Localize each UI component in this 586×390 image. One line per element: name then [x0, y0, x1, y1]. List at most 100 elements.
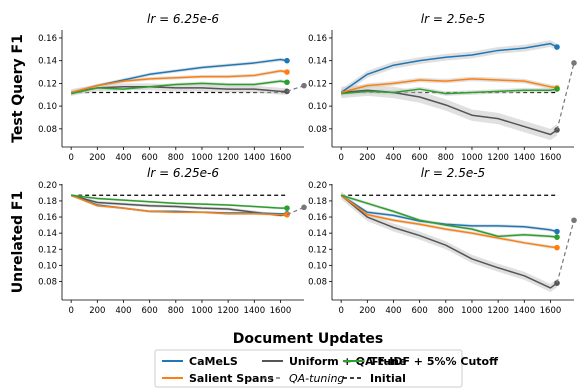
point-salient-spans-end [554, 244, 560, 251]
x-tick-label: 0 [68, 153, 73, 163]
legend-label-tfidf: TF-IDF + 5%% Cutoff [370, 355, 498, 368]
x-tick-label: 200 [359, 306, 375, 316]
y-tick-label: 0.08 [38, 125, 57, 135]
band-salient-spans [341, 193, 557, 250]
x-tick-label: 0 [68, 306, 73, 316]
band-tf-idf-5-cutoff [71, 79, 287, 96]
y-tick-label: 0.08 [38, 277, 57, 287]
band-uniform-qa-tune [71, 193, 287, 218]
y-tick-label: 0.10 [38, 261, 57, 271]
point-qa-tuning [571, 60, 577, 66]
y-tick-label: 0.18 [308, 197, 327, 207]
x-tick-label: 1200 [487, 153, 509, 163]
y-tick-label: 0.10 [308, 261, 327, 271]
y-tick-label: 0.14 [38, 229, 57, 239]
x-tick-label: 1600 [270, 153, 292, 163]
y-tick-label: 0.20 [38, 181, 57, 191]
x-tick-label: 600 [142, 153, 158, 163]
line-salient-spans [340, 194, 558, 249]
x-tick-label: 400 [385, 153, 401, 163]
line-salient-spans [70, 70, 288, 94]
point-camels-end [554, 228, 560, 235]
line-qa-tuning [556, 220, 575, 284]
y-tick-label: 0.16 [38, 213, 57, 223]
y-tick-label: 0.20 [308, 181, 327, 191]
line-tf-idf-5-cutoff [340, 194, 558, 238]
x-tick-label: 600 [412, 306, 428, 316]
line-qa-tuning [286, 85, 305, 92]
point-tf-idf-5-cutoff-end [554, 234, 560, 240]
x-tick-label: 0 [338, 153, 343, 163]
chart-panel-2: lr = 2.5e-5 0.08 0.10 0.12 0.14 0.16 0 200 400 60… [308, 12, 577, 163]
point-qa-tuning [571, 217, 577, 224]
x-tick-label: 200 [359, 153, 375, 163]
line-salient-spans [340, 78, 558, 94]
x-tick-label: 600 [412, 153, 428, 163]
x-tick-label: 1000 [191, 153, 213, 163]
legend: CaMeLS Uniform + QA-tune TF-IDF + 5%% Cu… [154, 349, 498, 388]
x-tick-label: 1400 [513, 153, 535, 163]
line-uniform-qa-tune [71, 86, 287, 94]
x-tick-label: 1000 [461, 153, 483, 163]
y-tick-label: 0.08 [308, 125, 327, 135]
x-tick-label: 1000 [461, 306, 483, 316]
y-tick-label: 0.12 [38, 245, 57, 255]
chart-title: lr = 2.5e-5 [421, 12, 485, 26]
band-uniform-qa-tune [341, 191, 557, 292]
point-qa-tuning [301, 204, 307, 211]
x-tick-label: 1400 [243, 306, 265, 316]
x-tick-label: 1600 [270, 306, 292, 316]
x-tick-label: 1000 [191, 306, 213, 316]
y-axis-label: Unrelated F1 [10, 191, 26, 293]
legend-frame [154, 349, 463, 388]
y-tick-label: 0.10 [38, 102, 57, 112]
y-tick-label: 0.12 [308, 245, 327, 255]
x-tick-label: 1600 [540, 153, 562, 163]
x-tick-label: 600 [142, 306, 158, 316]
x-tick-label: 800 [438, 306, 454, 316]
y-tick-label: 0.12 [308, 79, 327, 89]
line-qa-tuning [556, 62, 575, 131]
y-tick-label: 0.16 [308, 34, 327, 44]
line-qa-tuning [286, 206, 305, 216]
legend-label-initial: Initial [370, 372, 406, 385]
y-tick-label: 0.18 [38, 197, 57, 207]
y-tick-label: 0.14 [308, 57, 327, 67]
band-salient-spans [341, 76, 557, 95]
x-tick-label: 0 [338, 306, 343, 316]
point-tf-idf-5-cutoff-end [554, 86, 560, 92]
x-tick-label: 1400 [513, 306, 535, 316]
y-tick-label: 0.14 [38, 57, 57, 67]
chart-panel-4: lr = 2.5e-5 0.08 0.10 0.12 0.14 0.16 0.18 0.20 0… [308, 166, 577, 316]
chart-title: lr = 2.5e-5 [421, 166, 485, 180]
y-tick-label: 0.16 [308, 213, 327, 223]
point-tf-idf-5-cutoff-end [284, 79, 290, 86]
x-tick-label: 400 [385, 306, 401, 316]
x-tick-label: 1200 [217, 306, 239, 316]
point-uniform-qa-tune-end [554, 280, 560, 286]
y-tick-label: 0.10 [308, 102, 327, 112]
y-axis-label: Test Query F1 [10, 34, 26, 143]
x-tick-label: 800 [168, 153, 184, 163]
y-tick-label: 0.12 [38, 79, 57, 89]
x-axis-label: Document Updates [233, 331, 384, 347]
x-tick-label: 400 [115, 306, 131, 316]
point-salient-spans-end [284, 69, 290, 75]
x-tick-label: 1600 [540, 306, 562, 316]
line-tf-idf-5-cutoff [341, 88, 558, 95]
chart-panel-1: lr = 6.25e-6 Test Query F1 0.08 0.10 0.12 0.1… [10, 12, 307, 163]
legend-label-camels: CaMeLS [189, 355, 238, 368]
band-tf-idf-5-cutoff [341, 86, 557, 96]
y-tick-label: 0.08 [308, 277, 327, 287]
point-camels-end [554, 44, 560, 50]
x-tick-label: 1200 [487, 306, 509, 316]
x-tick-label: 1200 [217, 153, 239, 163]
line-salient-spans [70, 194, 287, 216]
line-camels [340, 194, 558, 233]
legend-label-qa-tuning: QA-tuning [289, 372, 344, 385]
line-tf-idf-5-cutoff [70, 80, 288, 95]
x-tick-label: 800 [438, 153, 454, 163]
line-uniform-qa-tune [340, 194, 558, 289]
x-tick-label: 400 [115, 153, 131, 163]
